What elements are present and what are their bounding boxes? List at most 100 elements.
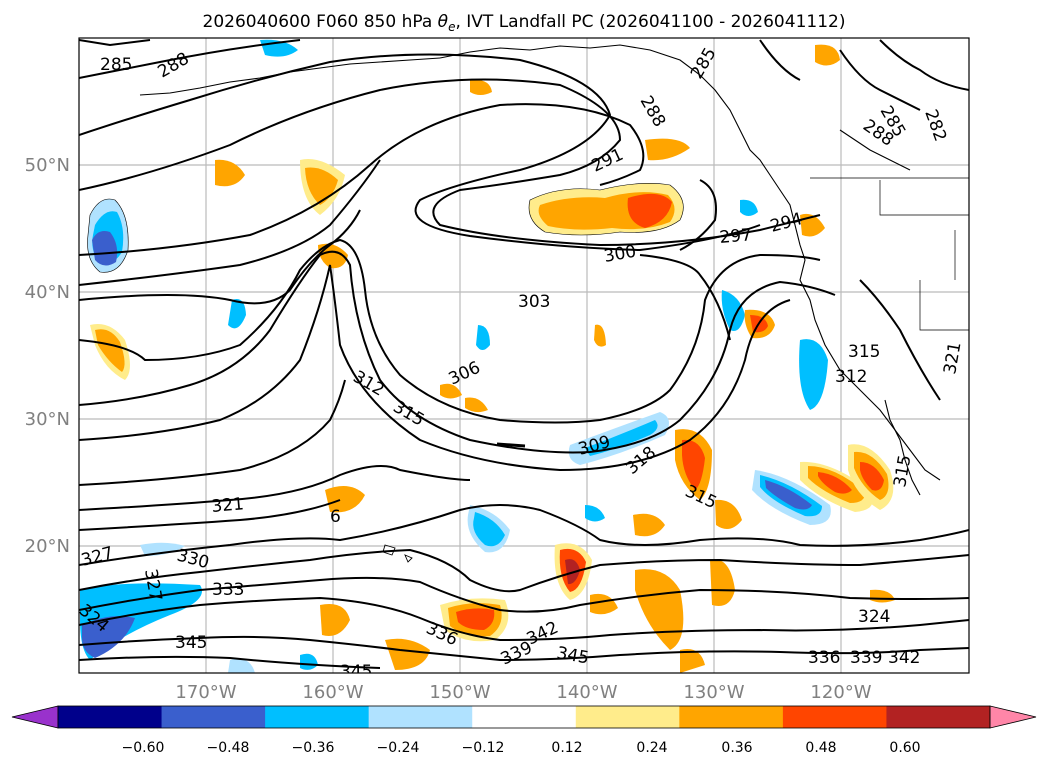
coast-alaska-south	[439, 44, 941, 481]
patch-pos-14	[320, 604, 350, 636]
colorbar-segment	[782, 706, 887, 728]
patch-neg-6c	[765, 480, 812, 510]
patch-pos-22	[680, 649, 705, 673]
patch-neg-14	[300, 653, 318, 670]
colorbar-frame	[57, 705, 991, 729]
contour-label: 339	[850, 648, 882, 668]
patch-neg-4b	[473, 512, 505, 547]
patch-neg-15	[228, 658, 255, 673]
colorbar-tick: −0.60	[122, 740, 165, 756]
contour-label: 333	[212, 580, 244, 600]
patch-neg-5b	[585, 420, 658, 456]
patch-neg-9b	[82, 616, 135, 658]
contour-label: 345	[340, 662, 372, 682]
colorbar-tick: −0.12	[462, 740, 505, 756]
patch-neg-8	[799, 339, 828, 410]
colorbar-tick: 0.24	[636, 740, 667, 756]
lon-label-160w: 160°W	[302, 682, 363, 703]
contour-label: 315	[848, 342, 880, 362]
lat-label-50n: 50°N	[25, 155, 70, 176]
theta-e-contours	[79, 39, 969, 669]
lat-label-30n: 30°N	[25, 409, 70, 430]
coast-baja	[884, 399, 921, 496]
patch-pos-7c	[818, 472, 852, 494]
patch-neg-3	[228, 299, 246, 329]
positive-anomaly-patches	[90, 44, 895, 673]
map-frame	[78, 37, 970, 674]
contour-label: 342	[888, 648, 920, 668]
border-states-1	[879, 180, 969, 216]
patch-pos-20	[633, 513, 665, 537]
lon-label-140w: 140°W	[556, 682, 617, 703]
map-area: 285 288 288 285 288 285 282 291 294 297 …	[79, 38, 969, 682]
colorbar-tick: 0.36	[721, 740, 752, 756]
latitude-labels: 50°N 40°N 30°N 20°N	[25, 155, 70, 557]
coastlines	[139, 44, 969, 563]
contour-labels: 285 288 288 285 288 285 282 291 294 297 …	[79, 44, 966, 682]
patch-pos-4	[318, 243, 348, 269]
patch-neg-1c	[92, 231, 118, 266]
contour-label: 336	[808, 648, 840, 668]
colorbar-tick: −0.36	[292, 740, 335, 756]
patch-pos-13	[710, 559, 735, 606]
lon-label-120w: 120°W	[810, 682, 871, 703]
contour-label: 6	[330, 507, 341, 527]
patch-neg-12	[740, 199, 758, 216]
coast-pnw	[839, 129, 911, 171]
patch-pos-23	[800, 213, 825, 237]
lat-label-40n: 40°N	[25, 282, 70, 303]
colorbar-tick: −0.24	[377, 740, 420, 756]
border-states-2	[919, 280, 969, 331]
colorbar-segment	[886, 706, 991, 728]
patch-pos-18	[815, 44, 840, 66]
hawaii	[382, 544, 413, 563]
lon-label-170w: 170°W	[175, 682, 236, 703]
contour-label: 303	[518, 292, 550, 312]
patch-pos-28	[715, 499, 742, 529]
lon-label-130w: 130°W	[683, 682, 744, 703]
patch-pos-21	[590, 593, 618, 615]
patch-pos-8c	[860, 462, 884, 491]
island-bar	[496, 442, 526, 448]
longitude-labels: 170°W 160°W 150°W 140°W 130°W 120°W	[175, 682, 871, 703]
colorbar-tick-labels: −0.60 −0.48 −0.36 −0.24 −0.12 0.12 0.24 …	[122, 740, 921, 756]
patch-pos-15	[385, 638, 430, 670]
patch-pos-19	[470, 79, 492, 95]
patch-neg-10	[140, 542, 185, 556]
contour-label: 345	[175, 633, 207, 653]
colorbar-segment	[58, 706, 163, 728]
patch-pos-17	[645, 138, 690, 161]
patch-pos-5b	[95, 329, 125, 372]
patch-pos-16	[325, 486, 365, 513]
contour-label: 297	[719, 225, 753, 248]
patch-pos-12	[635, 569, 684, 650]
colorbar-segment	[368, 706, 473, 728]
colorbar-tick: 0.48	[805, 740, 836, 756]
patch-pos-6b	[682, 439, 705, 490]
patch-pos-24	[594, 324, 606, 347]
colorbar-extend-min	[11, 705, 59, 729]
patch-pos-3	[215, 159, 245, 187]
figure-title: 2026040600 F060 850 hPa θe, IVT Landfall…	[203, 12, 846, 34]
lon-label-150w: 150°W	[429, 682, 490, 703]
colorbar-tick: 0.60	[889, 740, 920, 756]
patch-neg-7	[721, 290, 745, 331]
contour-label: 312	[835, 367, 867, 387]
colorbar-segment	[472, 706, 577, 728]
colorbar-extend-max	[989, 705, 1037, 729]
contour-label: 285	[100, 55, 132, 75]
patch-neg-13	[585, 505, 605, 522]
colorbar-segment	[679, 706, 784, 728]
patch-neg-11	[476, 325, 490, 350]
patch-pos-1c	[627, 193, 672, 228]
colorbar	[11, 705, 1037, 729]
patch-pos-11c	[456, 608, 495, 630]
contour-label: 321	[211, 494, 245, 517]
colorbar-segment	[161, 706, 266, 728]
contour-label: 324	[858, 607, 890, 627]
patch-pos-26	[465, 397, 488, 413]
colorbar-tick: −0.48	[207, 740, 250, 756]
lat-label-20n: 20°N	[25, 536, 70, 557]
patch-pos-25	[440, 383, 462, 399]
